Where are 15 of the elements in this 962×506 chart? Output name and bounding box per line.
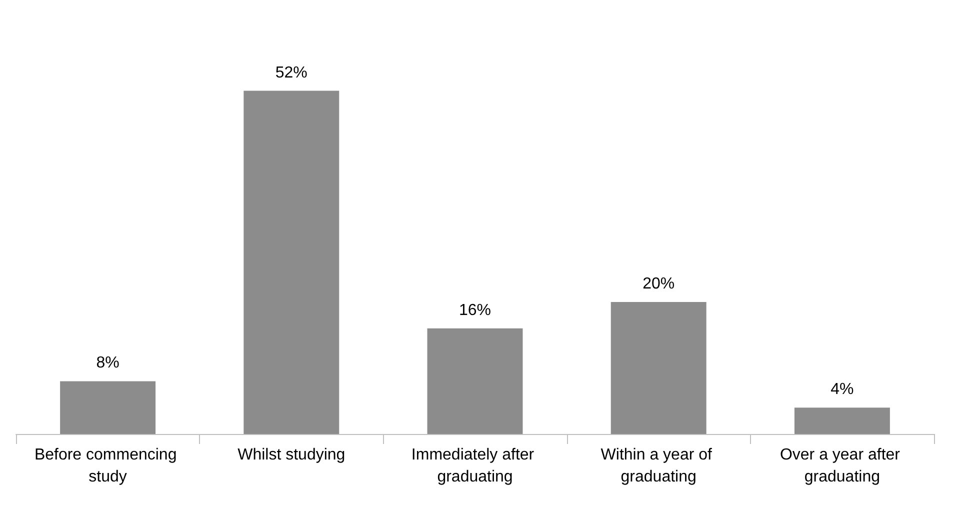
- x-tick-label: Before commencing study: [34, 446, 182, 486]
- bar: [60, 381, 156, 434]
- data-label: 52%: [275, 64, 308, 82]
- data-label: 8%: [96, 354, 120, 372]
- data-label: 4%: [830, 381, 854, 398]
- data-label: 20%: [642, 276, 675, 292]
- x-tick-label: Immediately after graduating: [411, 446, 539, 486]
- bar: [427, 328, 523, 434]
- bar: [610, 302, 706, 434]
- data-label: 16%: [458, 302, 492, 319]
- bar: [794, 408, 890, 434]
- bar: [244, 90, 340, 434]
- x-tick-label: Over a year after graduating: [780, 446, 904, 486]
- x-tick-label: Whilst studying: [238, 446, 346, 464]
- x-tick-label: Within a year of graduating: [600, 446, 716, 486]
